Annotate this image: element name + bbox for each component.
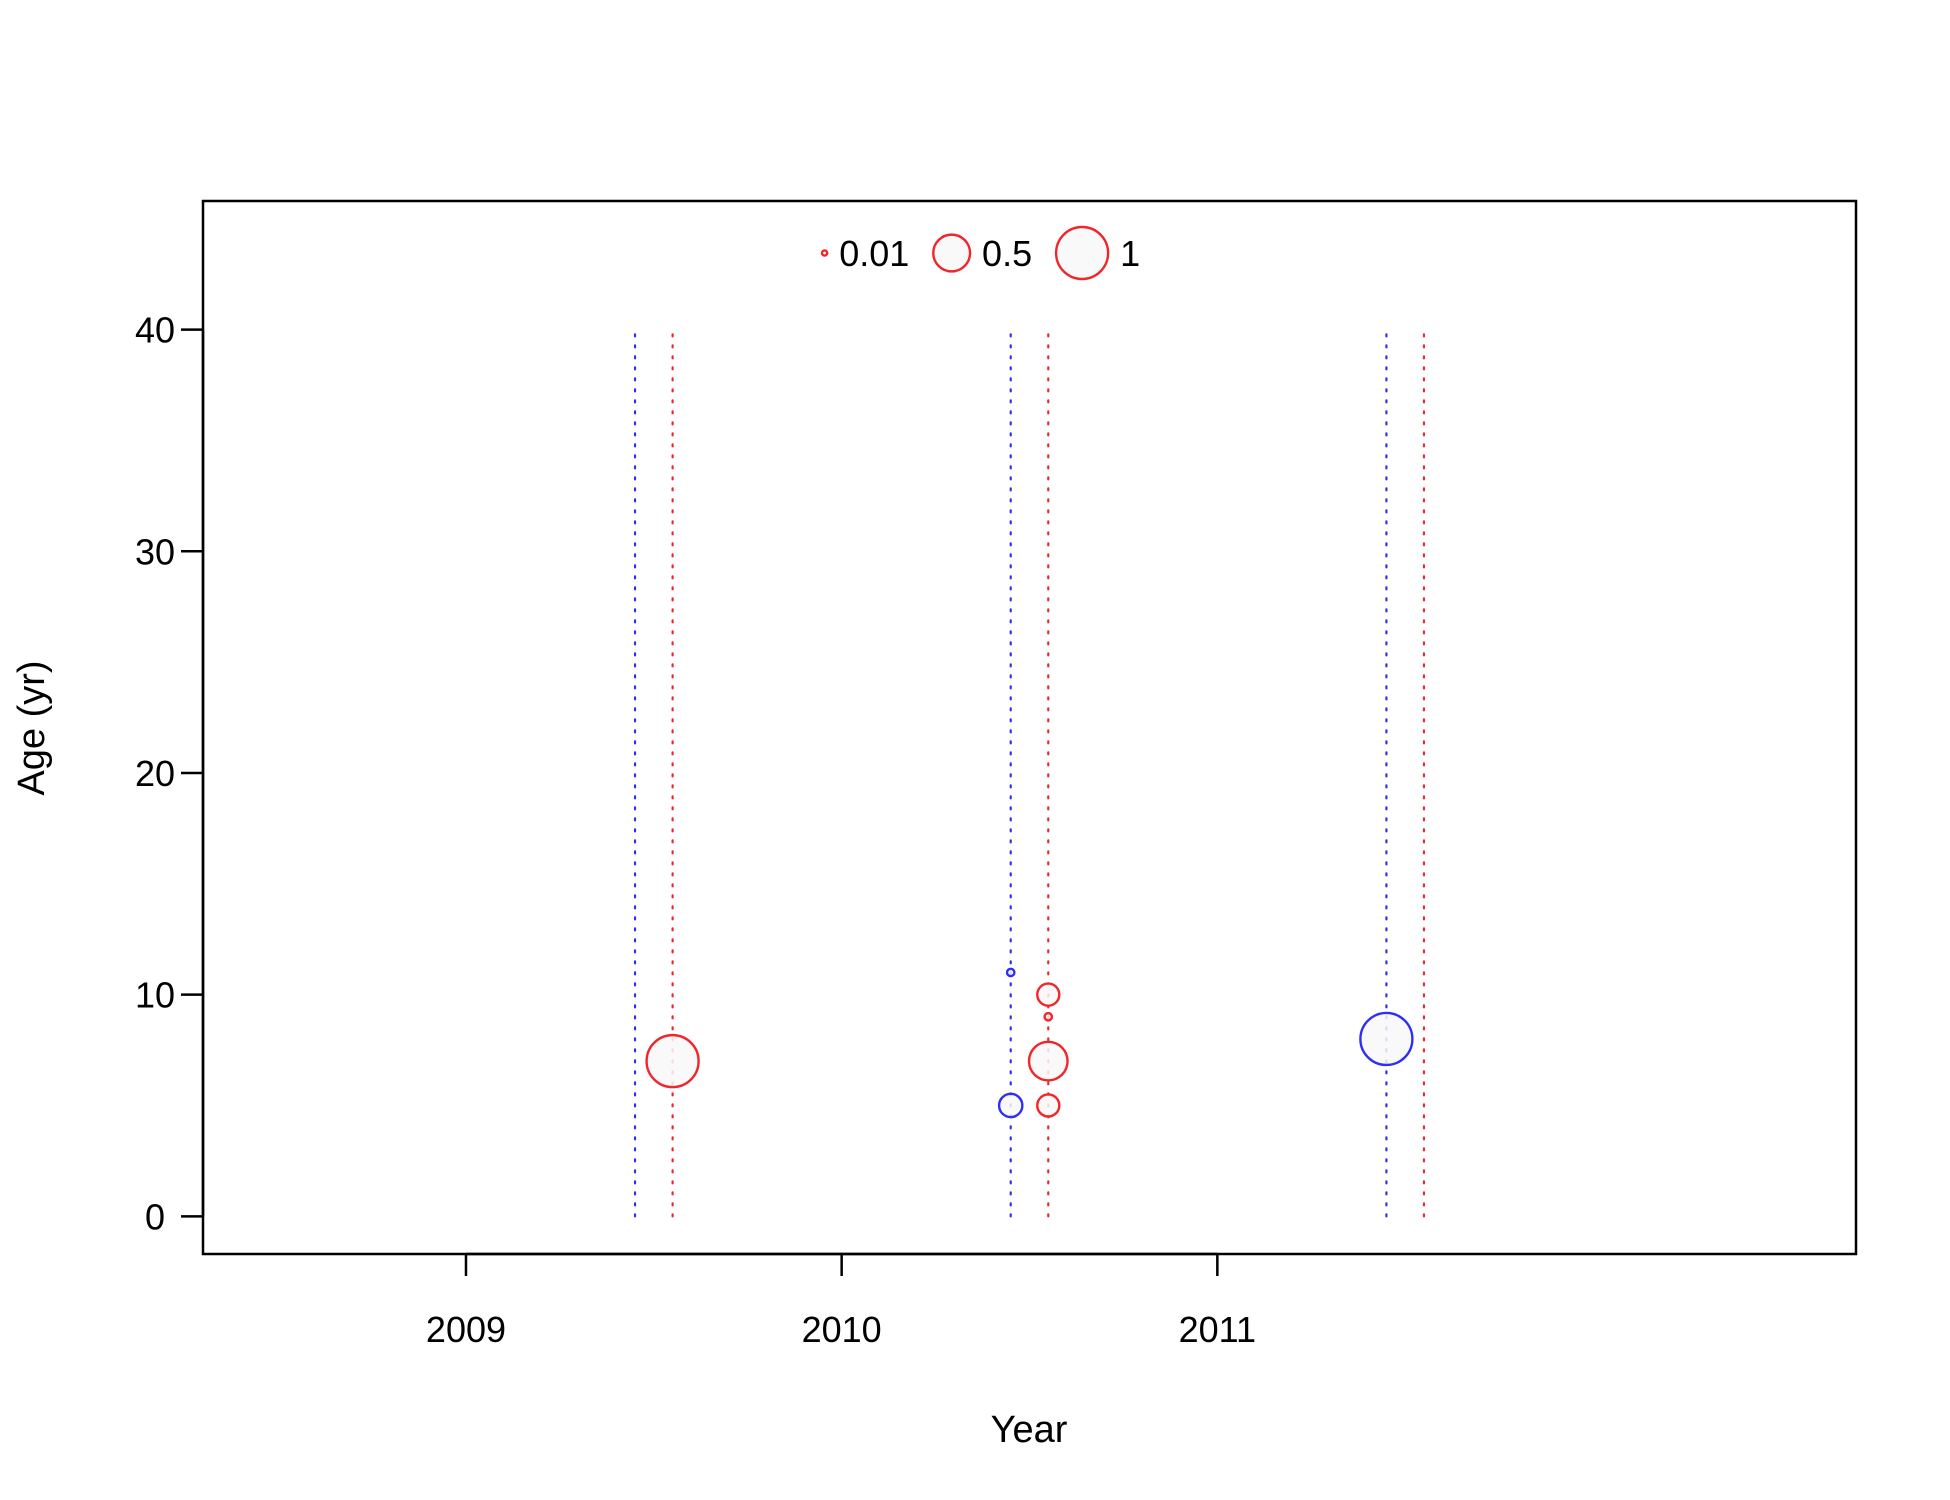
bubble-red — [1036, 1093, 1061, 1118]
bubbles — [645, 967, 1414, 1119]
bubble-blue — [1005, 967, 1016, 978]
x-tick-label: 2009 — [426, 1309, 506, 1350]
x-axis-label: Year — [991, 1409, 1068, 1451]
y-tick-label: 0 — [145, 1196, 165, 1237]
bubble-blue — [1359, 1011, 1414, 1067]
legend-bubble — [820, 249, 829, 257]
x-tick-label: 2010 — [802, 1309, 882, 1350]
y-axis-label: Age (yr) — [11, 660, 53, 795]
legend-bubble — [932, 233, 972, 273]
bubble-red — [1036, 982, 1061, 1007]
y-tick-label: 10 — [135, 975, 175, 1016]
legend-label: 1 — [1120, 233, 1140, 274]
bubble-red — [1027, 1040, 1069, 1082]
bubble-blue — [997, 1092, 1024, 1119]
legend-label: 0.01 — [839, 233, 909, 274]
y-tick-label: 20 — [135, 753, 175, 794]
legend-bubble — [1054, 225, 1110, 281]
y-tick-label: 40 — [135, 310, 175, 351]
y-tick-label: 30 — [135, 531, 175, 572]
x-tick-label: 2011 — [1179, 1309, 1256, 1350]
plot-frame — [201, 199, 1858, 1256]
bubble-red — [645, 1033, 700, 1089]
legend: 0.01 0.5 1 — [820, 225, 1140, 281]
legend-label: 0.5 — [982, 233, 1032, 274]
x-axis: 2009 2010 2011 — [426, 1252, 1256, 1350]
bubble-red — [1043, 1011, 1054, 1022]
guide-lines — [633, 328, 1426, 1218]
y-axis: 0 10 20 30 40 — [135, 310, 205, 1237]
